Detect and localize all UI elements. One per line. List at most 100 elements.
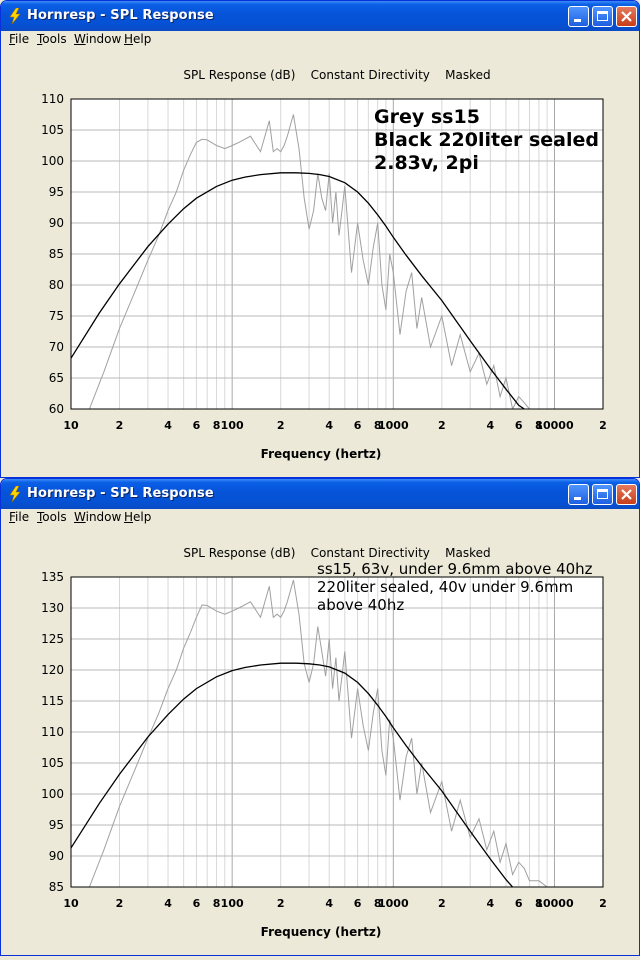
menu-bar: File Tools Window Help <box>1 31 639 49</box>
maximize-icon <box>597 11 608 21</box>
menu-bar: File Tools Window Help <box>1 509 639 527</box>
maximize-icon <box>597 489 608 499</box>
chart-title: SPL Response (dB) Constant Directivity M… <box>183 546 490 560</box>
x-tick-label: 8 <box>213 897 221 910</box>
chart-title: SPL Response (dB) Constant Directivity M… <box>183 68 490 82</box>
hornresp-app-icon <box>9 486 21 502</box>
y-tick-label: 90 <box>49 216 64 230</box>
x-axis-label: Frequency (hertz) <box>261 447 382 461</box>
x-tick-label: 8 <box>374 897 382 910</box>
x-tick-label: 6 <box>193 897 201 910</box>
x-tick-label: 4 <box>487 419 495 432</box>
x-tick-label: 4 <box>325 419 333 432</box>
window-title: Hornresp - SPL Response <box>27 486 214 501</box>
close-icon <box>621 11 632 22</box>
x-tick-label: 6 <box>515 419 523 432</box>
x-tick-label: 6 <box>193 419 201 432</box>
y-tick-label: 105 <box>41 756 64 770</box>
menu-tools[interactable]: Tools <box>37 510 67 524</box>
annotation-line: Grey ss15 <box>374 106 480 128</box>
annotation-line: ss15, 63v, under 9.6mm above 40hz <box>317 560 593 578</box>
x-tick-label: 8 <box>213 419 221 432</box>
menu-tools[interactable]: Tools <box>37 32 67 46</box>
minimize-icon <box>574 19 581 22</box>
x-tick-label: 6 <box>354 419 362 432</box>
x-tick-label: 10 <box>63 419 79 432</box>
plot-border <box>70 98 604 410</box>
minimize-icon <box>574 497 581 500</box>
annotation-line: Black 220liter sealed <box>374 129 599 151</box>
y-tick-label: 110 <box>41 92 64 106</box>
menu-file[interactable]: File <box>9 32 30 46</box>
chart-area: SPL Response (dB) Constant Directivity M… <box>4 49 636 474</box>
x-tick-label: 2 <box>599 419 607 432</box>
x-tick-label: 10 <box>63 897 79 910</box>
x-tick-label: 2 <box>438 419 446 432</box>
minimize-button[interactable] <box>568 6 589 27</box>
x-tick-label: 8 <box>535 897 543 910</box>
minimize-button[interactable] <box>568 484 589 505</box>
y-tick-label: 75 <box>49 309 64 323</box>
spl-chart: SPL Response (dB) Constant Directivity M… <box>41 546 607 939</box>
x-tick-label: 6 <box>354 897 362 910</box>
menu-file[interactable]: File <box>9 510 30 524</box>
y-tick-label: 100 <box>41 154 64 168</box>
y-tick-label: 100 <box>41 787 64 801</box>
y-tick-label: 80 <box>49 278 64 292</box>
hornresp-app-icon <box>9 8 21 24</box>
y-tick-label: 85 <box>49 880 64 894</box>
close-button[interactable] <box>616 6 637 27</box>
title-bar[interactable]: Hornresp - SPL Response <box>1 479 639 509</box>
y-tick-label: 135 <box>41 570 64 584</box>
x-tick-label: 4 <box>164 419 172 432</box>
x-axis-label: Frequency (hertz) <box>261 925 382 939</box>
x-tick-label: 8 <box>535 419 543 432</box>
x-tick-label: 2 <box>116 897 124 910</box>
series-line-grey <box>88 579 548 887</box>
spl-chart: SPL Response (dB) Constant Directivity M… <box>41 68 607 461</box>
title-bar[interactable]: Hornresp - SPL Response <box>1 1 639 31</box>
y-tick-label: 95 <box>49 818 64 832</box>
spl-window-1: Hornresp - SPL Response File Tools Windo… <box>0 0 640 478</box>
window-title: Hornresp - SPL Response <box>27 8 214 23</box>
y-tick-label: 115 <box>41 694 64 708</box>
y-tick-label: 110 <box>41 725 64 739</box>
y-tick-label: 120 <box>41 663 64 677</box>
x-tick-label: 2 <box>116 419 124 432</box>
y-tick-label: 85 <box>49 247 64 261</box>
menu-window[interactable]: Window <box>74 32 122 46</box>
x-tick-label: 2 <box>277 419 285 432</box>
plot-border <box>70 576 604 888</box>
annotation-line: 220liter sealed, 40v under 9.6mm <box>317 578 573 596</box>
x-tick-label: 4 <box>164 897 172 910</box>
series-line-black <box>71 662 514 887</box>
y-tick-label: 105 <box>41 123 64 137</box>
maximize-button[interactable] <box>592 484 613 505</box>
annotation-line: above 40hz <box>317 596 404 614</box>
series-line-grey <box>88 114 548 409</box>
y-tick-label: 70 <box>49 340 64 354</box>
spl-window-2: Hornresp - SPL Response File Tools Windo… <box>0 478 640 956</box>
menu-help[interactable]: Help <box>124 510 152 524</box>
x-tick-label: 2 <box>599 897 607 910</box>
x-tick-label: 6 <box>515 897 523 910</box>
x-tick-label: 100 <box>221 419 244 432</box>
x-tick-label: 100 <box>221 897 244 910</box>
x-tick-label: 10000 <box>535 897 574 910</box>
x-tick-label: 8 <box>374 419 382 432</box>
menu-help[interactable]: Help <box>124 32 152 46</box>
close-button[interactable] <box>616 484 637 505</box>
x-tick-label: 4 <box>487 897 495 910</box>
x-tick-label: 4 <box>325 897 333 910</box>
series-line-black <box>71 172 525 409</box>
y-tick-label: 125 <box>41 632 64 646</box>
y-tick-label: 95 <box>49 185 64 199</box>
menu-window[interactable]: Window <box>74 510 122 524</box>
x-tick-label: 2 <box>438 897 446 910</box>
y-tick-label: 90 <box>49 849 64 863</box>
maximize-button[interactable] <box>592 6 613 27</box>
y-tick-label: 65 <box>49 371 64 385</box>
y-tick-label: 60 <box>49 402 64 416</box>
annotation-line: 2.83v, 2pi <box>374 152 479 174</box>
x-tick-label: 10000 <box>535 419 574 432</box>
